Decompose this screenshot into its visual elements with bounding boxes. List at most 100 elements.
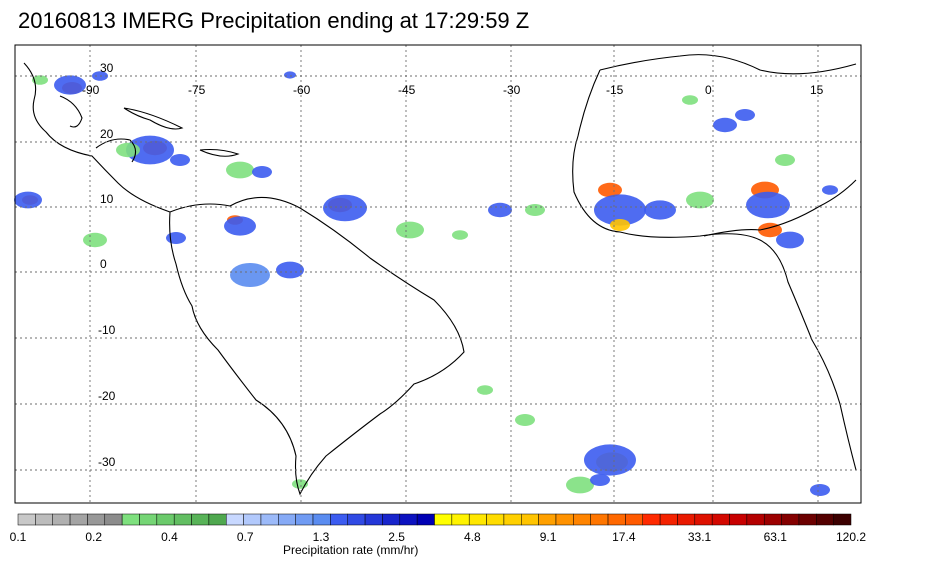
coastline-south-america xyxy=(169,196,465,496)
colorbar-swatch xyxy=(330,513,348,526)
precip-cell xyxy=(810,484,830,496)
map-frame xyxy=(14,44,862,504)
precip-cell xyxy=(224,216,256,236)
lon-label: -45 xyxy=(398,83,416,97)
colorbar-swatch xyxy=(52,513,71,526)
precip-cell xyxy=(644,200,676,220)
colorbar-swatch xyxy=(173,513,192,526)
colorbar-label: 33.1 xyxy=(687,530,712,544)
colorbar-label: 0.1 xyxy=(9,530,27,544)
colorbar-swatch xyxy=(451,513,470,526)
colorbar-swatch xyxy=(503,513,522,526)
longitude-labels: -90 -75 -60 -45 -30 -15 0 15 xyxy=(82,83,824,97)
coastline-florida xyxy=(59,95,83,128)
colorbar-swatch xyxy=(260,513,279,526)
colorbar-swatch xyxy=(226,513,244,526)
lon-label: -90 xyxy=(82,83,100,97)
lat-label: 30 xyxy=(100,61,114,75)
colorbar-label: 17.4 xyxy=(612,530,636,544)
colorbar-swatch xyxy=(555,513,574,526)
precip-cell xyxy=(323,194,367,222)
colorbar-swatch xyxy=(416,513,435,526)
precip-cell xyxy=(226,161,254,179)
coastline-africa xyxy=(572,69,857,471)
precip-cell xyxy=(252,166,272,178)
colorbar-title: Precipitation rate (mm/hr) xyxy=(283,543,419,557)
colorbar-swatch xyxy=(486,513,505,526)
precip-cell xyxy=(686,191,714,209)
colorbar-swatch xyxy=(816,513,834,526)
colorbar-label: 1.3 xyxy=(312,530,330,544)
graticule xyxy=(15,45,861,503)
colorbar-label: 120.2 xyxy=(835,530,867,544)
colorbar-swatch xyxy=(538,513,557,526)
colorbar-swatch xyxy=(208,513,227,526)
colorbar-swatch xyxy=(746,513,765,526)
colorbar-swatch xyxy=(677,513,696,526)
colorbar-swatch xyxy=(763,513,782,526)
lat-label: -10 xyxy=(98,323,116,337)
precip-cell xyxy=(284,71,296,79)
colorbar-swatch xyxy=(347,513,366,526)
colorbar-swatch xyxy=(659,513,678,526)
colorbar-swatch xyxy=(781,513,800,526)
map-title: 20160813 IMERG Precipitation ending at 1… xyxy=(18,8,530,33)
lat-label: -20 xyxy=(98,389,116,403)
precip-cell xyxy=(776,231,804,249)
lat-label: 20 xyxy=(100,127,114,141)
colorbar-swatch xyxy=(364,513,383,526)
colorbar-swatch xyxy=(295,513,314,526)
precip-cell xyxy=(590,474,610,486)
precip-cell xyxy=(566,476,594,494)
lon-label: -75 xyxy=(188,83,206,97)
precip-cell xyxy=(396,221,424,239)
colorbar-swatch xyxy=(729,513,748,526)
colorbar-label: 0.7 xyxy=(236,530,254,544)
colorbar-label: 4.8 xyxy=(464,530,481,544)
precip-cell xyxy=(610,219,630,231)
colorbar-swatch xyxy=(573,513,591,526)
lat-label: 10 xyxy=(100,192,114,206)
precip-cell xyxy=(525,204,545,216)
colorbar-swatch xyxy=(694,513,713,526)
precip-cell xyxy=(54,75,86,95)
colorbar-swatch xyxy=(399,513,418,526)
colorbar-swatch xyxy=(521,513,539,526)
colorbar xyxy=(17,513,852,526)
precip-cell xyxy=(594,194,646,226)
coastline-hispaniola xyxy=(199,148,240,157)
precip-cell xyxy=(775,154,795,166)
colorbar-label: 0.4 xyxy=(161,530,178,544)
colorbar-swatch xyxy=(642,513,661,526)
precip-cell xyxy=(452,230,468,240)
colorbar-swatch xyxy=(121,513,140,526)
precip-cell xyxy=(32,75,48,85)
precip-cell xyxy=(230,263,270,287)
lon-label: 15 xyxy=(810,83,824,97)
precip-cell xyxy=(83,232,107,248)
lon-label: -30 xyxy=(503,83,521,97)
precip-cell xyxy=(166,232,186,244)
lat-label: -30 xyxy=(98,455,116,469)
colorbar-swatch xyxy=(104,513,123,526)
colorbar-swatch xyxy=(87,513,106,526)
colorbar-label: 63.1 xyxy=(763,530,787,544)
lon-label: 0 xyxy=(705,83,712,97)
precip-cell xyxy=(515,414,535,426)
lat-label: 0 xyxy=(100,257,107,271)
precip-cell xyxy=(822,185,838,195)
colorbar-swatch xyxy=(17,513,36,526)
colorbar-swatch xyxy=(191,513,210,526)
colorbar-swatch xyxy=(590,513,609,526)
colorbar-swatch xyxy=(278,513,296,526)
colorbar-swatch xyxy=(434,513,453,526)
precip-cell xyxy=(713,117,737,133)
colorbar-swatch xyxy=(625,513,643,526)
precip-cell xyxy=(116,142,140,158)
colorbar-swatch xyxy=(139,513,158,526)
precip-cell xyxy=(14,191,42,209)
colorbar-swatch xyxy=(607,513,626,526)
precip-cell xyxy=(682,95,698,105)
precip-cell xyxy=(170,154,190,166)
